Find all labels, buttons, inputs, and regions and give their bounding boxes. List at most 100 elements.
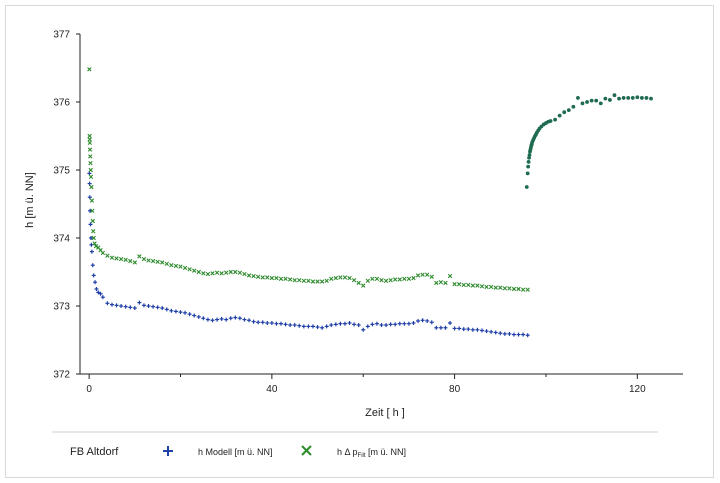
data-point-messung [319, 279, 325, 284]
data-point-modell [292, 323, 297, 328]
data-point-modell [352, 322, 357, 327]
data-point-messung [292, 277, 297, 283]
y-axis-label: h [m ü. NN] [24, 172, 36, 228]
data-point-modell [265, 321, 270, 325]
data-point-recovery [524, 185, 529, 189]
data-point-messung [466, 282, 471, 288]
data-point-recovery [576, 96, 580, 100]
data-point-modell [151, 304, 156, 309]
legend-title: FB Altdorf [70, 446, 119, 458]
data-point-modell [370, 322, 375, 327]
data-point-modell [516, 332, 521, 337]
data-point-recovery [526, 164, 531, 169]
data-point-messung [89, 184, 94, 190]
data-point-messung [178, 264, 183, 269]
data-point-modell [475, 327, 480, 332]
data-point-messung [347, 275, 352, 281]
data-point-modell [315, 325, 320, 330]
x-tick-label: 0 [86, 384, 92, 395]
data-point-modell [480, 328, 484, 333]
data-point-modell [233, 315, 238, 320]
x-axis-label: Zeit [ h ] [365, 407, 405, 419]
data-point-modell [297, 323, 302, 328]
data-point-recovery [630, 96, 635, 100]
data-point-modell [425, 318, 430, 323]
data-point-messung [447, 273, 453, 279]
data-point-messung [511, 286, 517, 292]
data-point-modell [498, 331, 503, 336]
data-point-messung [233, 269, 238, 275]
data-point-modell [283, 322, 288, 327]
data-point-recovery [580, 101, 585, 106]
data-point-recovery [527, 153, 532, 157]
data-point-modell [333, 322, 338, 327]
data-point-modell [256, 320, 261, 325]
data-point-messung [205, 271, 211, 277]
data-point-messung [196, 269, 201, 275]
data-point-modell [379, 323, 384, 328]
data-point-modell [338, 321, 343, 326]
data-point-modell [324, 324, 329, 329]
data-point-modell [132, 306, 137, 311]
data-point-modell [128, 305, 133, 310]
data-point-messung [128, 258, 133, 264]
data-point-modell [461, 327, 466, 332]
data-point-messung [192, 268, 197, 273]
data-point-modell [251, 319, 256, 324]
legend-label-messung-prefix: h Δ p [337, 447, 358, 457]
data-point-modell [91, 273, 96, 278]
data-point-messung [333, 275, 339, 281]
data-point-modell [269, 321, 274, 325]
data-point-modell [320, 325, 325, 330]
data-point-modell [434, 325, 439, 330]
data-point-messung [210, 271, 215, 276]
data-point-modell [247, 318, 252, 323]
data-point-modell [215, 317, 220, 322]
data-point-messung [246, 273, 252, 278]
data-point-messung [91, 235, 96, 241]
data-point-modell [192, 313, 197, 318]
data-point-messung [338, 275, 343, 280]
data-point-messung [87, 133, 92, 139]
data-point-recovery [566, 108, 571, 113]
data-point-messung [434, 280, 439, 286]
x-tick-label: 40 [266, 384, 278, 395]
data-point-recovery [626, 96, 631, 100]
data-point-messung [374, 276, 380, 281]
data-point-recovery [548, 119, 553, 123]
data-point-messung [237, 270, 243, 275]
data-point-modell [164, 307, 169, 312]
data-point-messung [260, 275, 265, 280]
data-point-modell [88, 208, 93, 213]
data-point-messung [516, 286, 521, 292]
data-point-modell [384, 323, 389, 328]
data-point-messung [397, 277, 402, 282]
data-point-modell [361, 327, 366, 332]
data-point-messung [493, 285, 498, 290]
data-point-messung [182, 265, 188, 271]
data-point-modell [87, 195, 92, 200]
data-point-messung [475, 283, 480, 288]
data-point-modell [119, 304, 124, 308]
data-point-modell [329, 323, 334, 328]
data-point-modell [178, 310, 183, 315]
data-point-modell [306, 324, 311, 329]
legend-marker-modell [163, 446, 173, 456]
data-point-recovery [526, 159, 531, 164]
data-point-modell [301, 324, 306, 329]
data-point-messung [164, 261, 169, 267]
data-point-messung [265, 275, 270, 280]
data-point-messung [406, 276, 412, 281]
chart-frame [5, 5, 714, 478]
data-point-modell [416, 318, 421, 323]
data-point-modell [438, 325, 443, 330]
data-point-messung [379, 277, 384, 283]
data-point-modell [388, 322, 393, 327]
data-point-recovery [635, 95, 640, 100]
data-point-messung [132, 260, 138, 265]
data-point-modell [470, 327, 475, 332]
data-point-modell [443, 325, 448, 330]
data-point-modell [155, 305, 160, 310]
data-point-recovery [608, 98, 612, 102]
data-point-modell [109, 302, 114, 307]
